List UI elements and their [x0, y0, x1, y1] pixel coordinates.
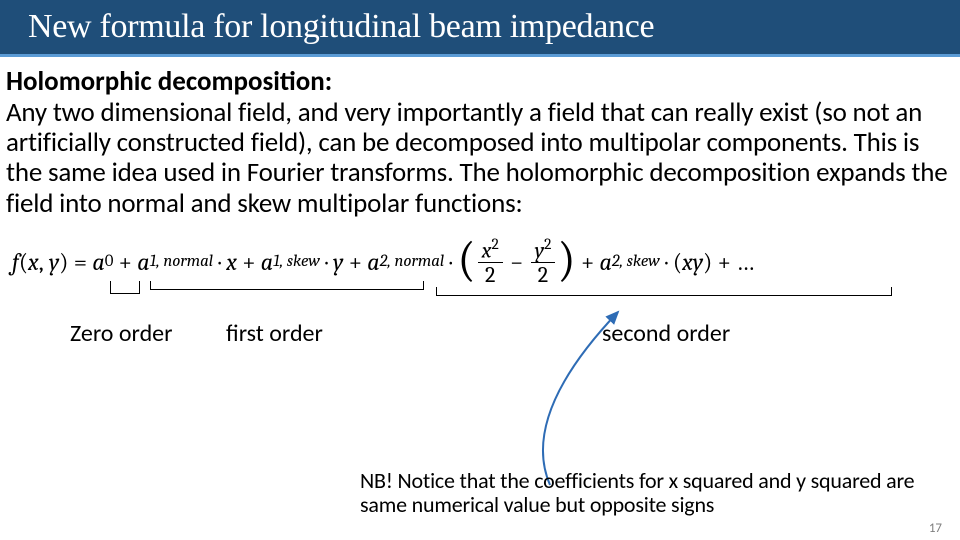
label-zero-order: Zero order: [70, 319, 173, 348]
a2n: a: [367, 248, 379, 276]
term-xy: xy: [682, 248, 703, 276]
frac-y2: y2 2: [531, 237, 556, 286]
y2-den: 2: [538, 263, 548, 286]
x2-num: x: [482, 237, 492, 263]
plus-3: +: [349, 248, 362, 276]
slide-title: New formula for longitudinal beam impeda…: [0, 8, 654, 46]
a1s: a: [261, 248, 273, 276]
underbracket-first: [150, 281, 424, 290]
section-heading: Holomorphic decomposition:: [6, 65, 954, 98]
a0-sub: 0: [105, 252, 114, 271]
cdot-3: ·: [449, 248, 452, 276]
underbracket-second: [436, 287, 892, 296]
plus-1: +: [119, 248, 132, 276]
y2-num: y: [535, 237, 544, 263]
a2s: a: [600, 248, 612, 276]
frac-x2: x2 2: [478, 237, 503, 286]
holomorphic-formula: f(x, y) = a0 + a1, normal · x + a1, skew…: [12, 237, 754, 286]
a1n-sub: 1, normal: [150, 252, 213, 271]
formula-area: f(x, y) = a0 + a1, normal · x + a1, skew…: [6, 233, 954, 373]
a2s-sub: 2, skew: [612, 252, 660, 271]
eq-sign: =: [74, 248, 87, 276]
term-y: y: [333, 248, 343, 276]
x2-den: 2: [485, 263, 495, 286]
a1n: a: [137, 248, 149, 276]
title-bar: New formula for longitudinal beam impeda…: [0, 0, 960, 57]
cdot-2: ·: [325, 248, 328, 276]
page-number: 17: [929, 521, 942, 536]
body-paragraph: Any two dimensional field, and very impo…: [6, 98, 954, 219]
plus-2: +: [242, 248, 255, 276]
f-lhs: f: [12, 248, 19, 276]
label-second-order: second order: [602, 319, 730, 348]
a1s-sub: 1, skew: [273, 252, 320, 271]
cdot-1: ·: [218, 248, 221, 276]
a2n-sub: 2, normal: [380, 252, 445, 271]
cdot-4: ·: [665, 248, 668, 276]
arg-y: y: [49, 248, 59, 276]
slide-body: Holomorphic decomposition: Any two dimen…: [0, 57, 960, 373]
footnote-text: NB! Notice that the coefficients for x s…: [360, 469, 952, 518]
dots: …: [736, 248, 754, 276]
minus-1: −: [510, 248, 523, 276]
term-x: x: [226, 248, 237, 276]
plus-4: +: [581, 248, 594, 276]
a0: a: [92, 248, 104, 276]
plus-5: +: [718, 248, 731, 276]
arg-x: x: [28, 248, 39, 276]
label-first-order: first order: [226, 319, 323, 348]
underbracket-zero: [110, 281, 140, 294]
